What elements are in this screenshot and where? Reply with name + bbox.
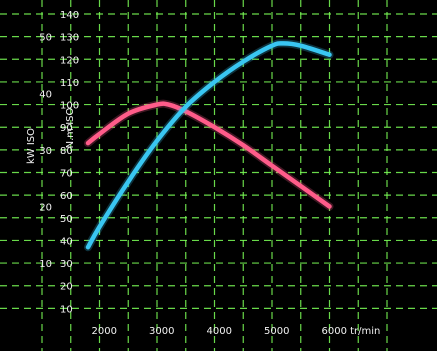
- y-tick-label-left: 20: [39, 202, 52, 213]
- right-axis-ticks: 10 20 30 40 50 60 70 80 90 100 110 120 130 140: [60, 10, 79, 315]
- series-line-blue: [85, 41, 332, 250]
- y-tick-label-right: 20: [60, 282, 73, 293]
- y-tick-label-right: 50: [60, 214, 73, 225]
- x-tick-label: 5000: [264, 326, 289, 337]
- y-tick-label-right: 80: [60, 146, 73, 157]
- y-tick-label-right: 130: [60, 33, 79, 44]
- series-lines: [84, 39, 334, 252]
- series-line-pink: [85, 101, 332, 209]
- y-tick-label-right: 90: [60, 123, 73, 134]
- y-tick-label-right: 140: [60, 10, 79, 21]
- x-tick-label: 2000: [92, 326, 117, 337]
- y-tick-label-right: 70: [60, 169, 73, 180]
- right-axis-title: N.m ISO: [65, 107, 76, 148]
- y-tick-label-left: 40: [39, 89, 52, 100]
- left-axis-title: kW ISO: [26, 128, 37, 164]
- y-tick-label-right: 100: [60, 101, 79, 112]
- y-tick-label-right: 60: [60, 191, 73, 202]
- y-tick-label-left: 10: [39, 259, 52, 270]
- y-tick-label-right: 120: [60, 55, 79, 66]
- y-tick-label-right: 40: [60, 236, 73, 247]
- y-tick-label-right: 10: [60, 304, 73, 315]
- x-tick-label: 4000: [207, 326, 232, 337]
- y-tick-label-right: 30: [60, 259, 73, 270]
- x-tick-label: 6000 tr/min: [322, 326, 381, 337]
- y-tick-label-right: 110: [60, 78, 79, 89]
- y-tick-label-left: 50: [39, 33, 52, 44]
- x-axis-ticks: 2000 3000 4000 5000 6000 tr/min: [92, 326, 381, 337]
- left-axis-ticks: 10 20 30 40 50: [39, 33, 52, 270]
- y-tick-label-left: 30: [39, 146, 52, 157]
- x-tick-label: 3000: [149, 326, 174, 337]
